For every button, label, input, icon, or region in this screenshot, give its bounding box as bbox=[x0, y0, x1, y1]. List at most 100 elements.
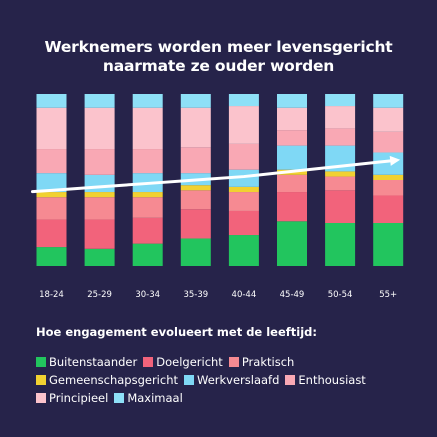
bar-segment-enthousiast-40-44 bbox=[228, 143, 259, 170]
bar-segment-doelgericht-40-44 bbox=[228, 210, 259, 236]
bar-segment-buitenstaander-25-29 bbox=[84, 248, 115, 266]
bar-segment-buitenstaander-30-34 bbox=[132, 243, 163, 266]
bar-segment-principieel-18-24 bbox=[36, 107, 67, 150]
bar-segment-doelgericht-30-34 bbox=[132, 217, 163, 244]
bar-segment-maximaal-45-49 bbox=[277, 94, 307, 108]
bar-segment-werkverslaafd-18-24 bbox=[36, 173, 67, 193]
legend-item-praktisch: Praktisch bbox=[228, 353, 295, 371]
bar-segment-praktisch-35-39 bbox=[180, 190, 211, 210]
bar-segment-principieel-30-34 bbox=[132, 107, 163, 150]
trend-line bbox=[31, 158, 398, 194]
bar-segment-buitenstaander-45-49 bbox=[277, 221, 307, 266]
bar-segment-maximaal-35-39 bbox=[180, 94, 211, 108]
legend-swatch bbox=[285, 375, 296, 385]
legend-item-buitenstaander: Buitenstaander bbox=[36, 353, 137, 371]
legend-label: Praktisch bbox=[241, 355, 295, 369]
bar-segment-doelgericht-45-49 bbox=[277, 192, 307, 222]
legend-swatch bbox=[143, 357, 154, 367]
x-tick-label: 35-39 bbox=[183, 290, 208, 300]
bar-segment-doelgericht-50-54 bbox=[325, 190, 356, 223]
legend-item-werkverslaafd: Werkverslaafd bbox=[184, 371, 279, 389]
x-tick-label: 50-54 bbox=[328, 290, 353, 300]
legend-item-maximaal: Maximaal bbox=[114, 389, 183, 407]
bar-segment-enthousiast-55+ bbox=[373, 131, 404, 153]
bar-segment-principieel-40-44 bbox=[228, 106, 259, 144]
legend-label: Gemeenschapsgericht bbox=[49, 373, 178, 387]
legend-label: Werkverslaafd bbox=[197, 373, 280, 387]
bar-segment-praktisch-18-24 bbox=[36, 197, 67, 220]
bar-segment-werkverslaafd-25-29 bbox=[84, 174, 115, 193]
bar-segment-maximaal-55+ bbox=[373, 94, 404, 108]
bar-segment-praktisch-30-34 bbox=[132, 197, 163, 218]
legend-label: Buitenstaander bbox=[49, 355, 138, 369]
x-tick-label: 18-24 bbox=[39, 290, 64, 300]
bar-segment-praktisch-40-44 bbox=[228, 192, 259, 211]
legend-swatch bbox=[36, 393, 46, 403]
bar-segment-praktisch-55+ bbox=[373, 180, 404, 196]
legend-label: Enthousiast bbox=[298, 373, 366, 387]
x-tick-label: 25-29 bbox=[87, 290, 112, 300]
legend-swatch bbox=[184, 375, 194, 385]
bar-segment-gemeenschapsgericht-40-44 bbox=[228, 186, 259, 193]
bar-segment-buitenstaander-35-39 bbox=[180, 238, 211, 266]
bar-segment-buitenstaander-18-24 bbox=[36, 247, 67, 266]
bar-segment-maximaal-25-29 bbox=[84, 94, 115, 108]
legend-swatch bbox=[228, 357, 239, 367]
legend-item-enthousiast: Enthousiast bbox=[285, 371, 366, 389]
bar-segment-enthousiast-35-39 bbox=[180, 147, 211, 174]
legend-label: Maximaal bbox=[127, 391, 183, 405]
bar-segment-doelgericht-35-39 bbox=[180, 209, 211, 239]
bar-segment-doelgericht-18-24 bbox=[36, 219, 67, 248]
bar-segment-principieel-35-39 bbox=[180, 107, 211, 148]
legend-swatch bbox=[36, 357, 46, 367]
bar-segment-doelgericht-25-29 bbox=[84, 219, 115, 249]
bar-segment-enthousiast-18-24 bbox=[36, 149, 67, 174]
legend-swatch bbox=[36, 375, 46, 385]
bar-segment-praktisch-45-49 bbox=[277, 174, 307, 193]
bar-segment-praktisch-25-29 bbox=[84, 197, 115, 220]
bar-segment-enthousiast-50-54 bbox=[325, 128, 356, 146]
bar-segment-praktisch-50-54 bbox=[325, 176, 356, 191]
bar-segment-buitenstaander-50-54 bbox=[325, 223, 356, 266]
bar-segment-gemeenschapsgericht-25-29 bbox=[84, 192, 115, 198]
bar-segment-buitenstaander-55+ bbox=[373, 223, 404, 266]
legend-label: Doelgericht bbox=[156, 355, 223, 369]
legend: Buitenstaander Doelgericht Praktisch Gemeen… bbox=[36, 353, 416, 407]
bar-segment-maximaal-18-24 bbox=[36, 94, 67, 108]
x-tick-label: 30-34 bbox=[135, 290, 160, 300]
x-tick-label: 40-44 bbox=[232, 290, 257, 300]
bar-segment-werkverslaafd-55+ bbox=[373, 152, 404, 175]
chart-title-line-2: naarmate ze ouder worden bbox=[102, 57, 335, 75]
bar-segment-enthousiast-30-34 bbox=[132, 149, 163, 174]
bar-segment-principieel-50-54 bbox=[325, 106, 356, 129]
legend-label: Principieel bbox=[49, 391, 109, 405]
bar-segment-principieel-45-49 bbox=[277, 107, 307, 131]
bar-segment-principieel-25-29 bbox=[84, 107, 115, 150]
bar-segment-gemeenschapsgericht-50-54 bbox=[325, 171, 356, 177]
legend-title: Hoe engagement evolueert met de leeftijd… bbox=[36, 325, 317, 339]
bar-segment-werkverslaafd-40-44 bbox=[228, 169, 259, 187]
x-tick-label: 55+ bbox=[379, 290, 397, 300]
bar-segment-gemeenschapsgericht-18-24 bbox=[36, 192, 67, 198]
chart-title: Werknemers worden meer levensgericht naa… bbox=[0, 38, 437, 76]
x-tick-label: 45-49 bbox=[280, 290, 305, 300]
bar-segment-doelgericht-55+ bbox=[373, 195, 404, 223]
trend-arrowhead bbox=[389, 155, 401, 166]
legend-swatch bbox=[114, 393, 125, 403]
legend-item-doelgericht: Doelgericht bbox=[143, 353, 223, 371]
bar-segment-werkverslaafd-45-49 bbox=[277, 145, 307, 170]
legend-item-gemeenschapsgericht: Gemeenschapsgericht bbox=[36, 371, 178, 389]
bar-segment-maximaal-50-54 bbox=[325, 94, 356, 107]
bar-segment-enthousiast-25-29 bbox=[84, 149, 115, 175]
bar-segment-gemeenschapsgericht-55+ bbox=[373, 174, 404, 180]
bar-segment-buitenstaander-40-44 bbox=[228, 235, 259, 266]
bar-segment-principieel-55+ bbox=[373, 107, 404, 132]
bar-segment-gemeenschapsgericht-35-39 bbox=[180, 185, 211, 191]
bar-segment-gemeenschapsgericht-30-34 bbox=[132, 192, 163, 198]
stacked-bar-chart: 18-24 25-29 30-34 35-39 40-44 45-49 50-54 55+ bbox=[31, 94, 404, 300]
chart-title-line-1: Werknemers worden meer levensgericht bbox=[44, 38, 393, 56]
bar-segment-maximaal-30-34 bbox=[132, 94, 163, 108]
bar-segment-maximaal-40-44 bbox=[228, 94, 259, 107]
legend-item-principieel: Principieel bbox=[36, 389, 108, 407]
bar-segment-enthousiast-45-49 bbox=[277, 130, 307, 146]
